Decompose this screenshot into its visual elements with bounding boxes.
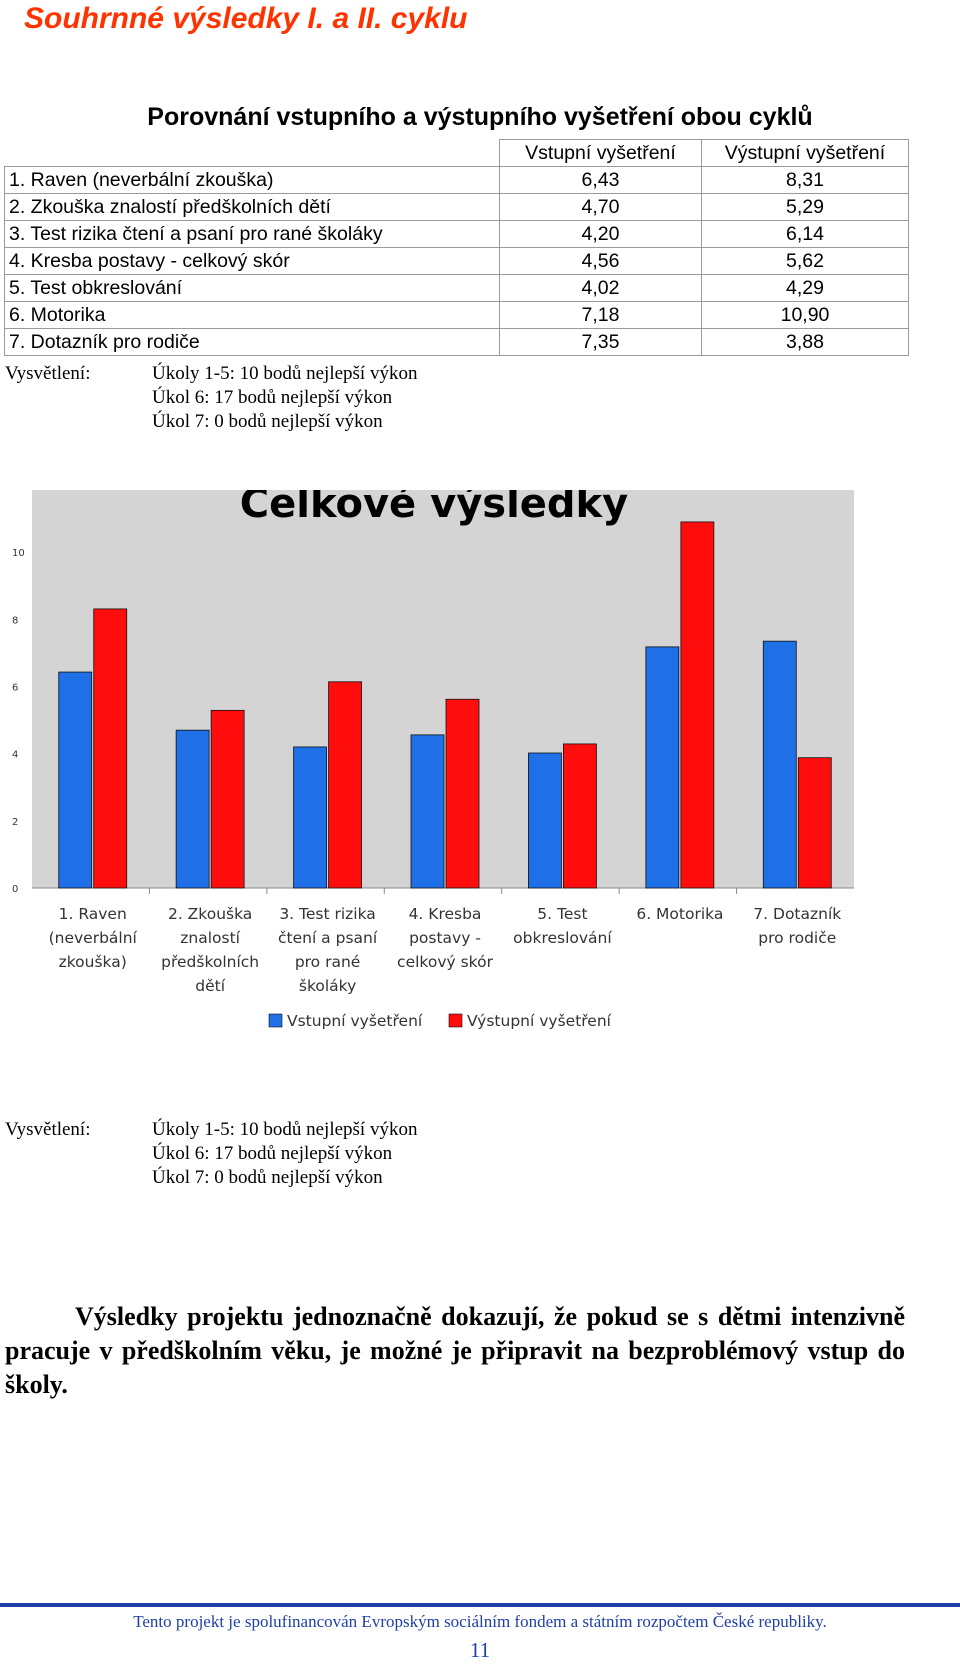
table-row: 6. Motorika 7,18 10,90 [4,301,909,329]
row-output-value: 4,29 [701,274,909,302]
row-input-value: 4,20 [499,220,702,248]
x-tick-label: pro rané [295,953,361,971]
row-label: 3. Test rizika čtení a psaní pro rané šk… [4,220,500,248]
bar-input-exam [762,640,797,889]
footer-funding-note: Tento projekt je spolufinancován Evropsk… [133,1612,827,1631]
row-input-value: 7,18 [499,301,702,329]
row-output-value: 5,62 [701,247,909,275]
row-input-value: 4,02 [499,274,702,302]
row-output-value: 6,14 [701,220,909,248]
x-tick-label: celkový skór [397,953,494,971]
x-tick-label: obkreslování [513,929,612,947]
row-input-value: 4,70 [499,193,702,221]
legend-swatch [448,1013,463,1028]
row-output-value: 10,90 [701,301,909,329]
x-tick-label: dětí [195,977,225,995]
footer-divider [0,1603,960,1607]
bar-input-exam [293,746,327,889]
x-tick-label: 6. Motorika [636,905,723,923]
bar-output-exam [445,698,480,889]
results-chart: 0 2 4 6 8 10 12 Celkové výsledky 1. Raven (neverb… [4,490,908,1102]
x-tick-label: 5. Test [537,905,587,923]
legend-label: Vstupní vyšetření [287,1012,423,1030]
x-tick-label: znalostí [180,929,240,947]
bar-output-exam [328,681,362,889]
y-tick-label: 8 [12,615,18,626]
table-header-row: Vstupní vyšetření Výstupní vyšetření [4,139,909,167]
row-label: 1. Raven (neverbální zkouška) [4,166,500,194]
explanation-line: Úkol 7: 0 bodů nejlepší výkon [152,411,383,432]
table-row: 2. Zkouška znalostí předškolních dětí 4,… [4,193,909,221]
explanation-line: Úkol 7: 0 bodů nejlepší výkon [152,1167,383,1188]
bar-input-exam [410,734,445,889]
table-row: 4. Kresba postavy - celkový skór 4,56 5,… [4,247,909,275]
explanation-line: Úkol 6: 17 bodů nejlepší výkon [152,1143,393,1164]
table-row: 7. Dotazník pro rodiče 7,35 3,88 [4,328,909,356]
explanation-line: Úkoly 1-5: 10 bodů nejlepší výkon [152,1119,418,1140]
explanation-lines: Úkoly 1-5: 10 bodů nejlepší výkon Úkol 6… [152,1118,417,1190]
y-tick-label: 6 [12,683,18,694]
x-tick-label: čtení a psaní [278,929,378,947]
bar-output-exam [563,743,597,889]
table-title: Porovnání vstupního a výstupního vyšetře… [147,103,813,131]
x-tick-label: (neverbální [49,929,138,947]
x-tick-label: 3. Test rizika [279,905,376,923]
header-cell-blank [4,139,500,167]
x-tick-label: 4. Kresba [409,905,482,923]
explanation-line: Úkoly 1-5: 10 bodů nejlepší výkon [152,363,418,384]
row-output-value: 5,29 [701,193,909,221]
row-label: 5. Test obkreslování [4,274,500,302]
row-label: 7. Dotazník pro rodiče [4,328,500,356]
y-tick-label: 4 [12,750,18,761]
y-tick-label: 2 [12,817,18,828]
x-tick-label: školáky [299,977,356,995]
row-input-value: 7,35 [499,328,702,356]
bar-output-exam [210,709,245,889]
x-tick-label: předškolních [161,953,259,971]
y-tick-label: 12 [12,490,25,492]
row-input-value: 6,43 [499,166,702,194]
explanation-lines: Úkoly 1-5: 10 bodů nejlepší výkon Úkol 6… [152,362,417,434]
bar-input-exam [58,671,93,889]
document-title: Souhrnné výsledky I. a II. cyklu [24,2,468,35]
explanation-label: Vysvětlení: [5,1119,91,1140]
header-cell-output-exam: Výstupní vyšetření [701,139,909,167]
row-output-value: 8,31 [701,166,909,194]
legend-label: Výstupní vyšetření [467,1012,612,1030]
row-label: 2. Zkouška znalostí předškolních dětí [4,193,500,221]
bar-input-exam [645,646,680,889]
x-tick-label: pro rodiče [758,929,836,947]
row-output-value: 3,88 [701,328,909,356]
explanation-label: Vysvětlení: [5,363,91,384]
page-number: 11 [469,1638,491,1662]
explanation-line: Úkol 6: 17 bodů nejlepší výkon [152,387,393,408]
bar-input-exam [528,752,562,889]
bar-output-exam [797,757,832,889]
conclusion-paragraph: Výsledky projektu jednoznačně dokazují, … [5,1302,905,1399]
results-table: Vstupní vyšetření Výstupní vyšetření 1. … [4,139,909,356]
bar-output-exam [93,608,128,889]
legend-swatch [268,1013,283,1028]
table-row: 1. Raven (neverbální zkouška) 6,43 8,31 [4,166,909,194]
row-label: 4. Kresba postavy - celkový skór [4,247,500,275]
x-tick-label: 2. Zkouška [168,905,252,923]
bar-input-exam [175,729,210,889]
chart-title: Celkové výsledky [240,490,628,527]
table-row: 3. Test rizika čtení a psaní pro rané šk… [4,220,909,248]
x-tick-label: 7. Dotazník [753,905,841,923]
header-cell-input-exam: Vstupní vyšetření [499,139,702,167]
y-tick-label: 0 [12,884,18,895]
bar-output-exam [680,521,715,889]
chart-canvas: 0 2 4 6 8 10 12 Celkové výsledky 1. Raven (neverb… [12,490,854,1030]
x-tick-label: 1. Raven [59,905,127,923]
row-input-value: 4,56 [499,247,702,275]
y-tick-label: 10 [12,548,25,559]
x-tick-label: postavy - [409,929,481,947]
row-label: 6. Motorika [4,301,500,329]
x-tick-label: zkouška) [59,953,127,971]
table-row: 5. Test obkreslování 4,02 4,29 [4,274,909,302]
